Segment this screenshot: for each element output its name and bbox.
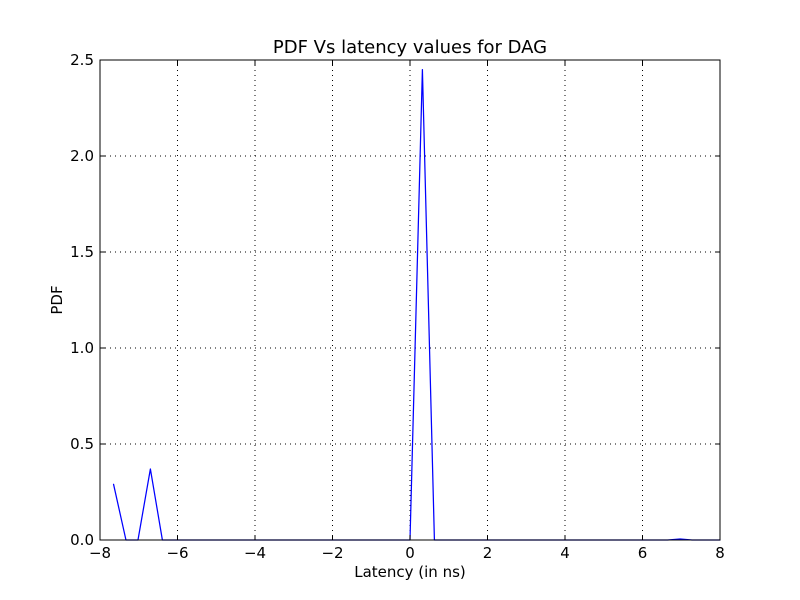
x-tick-labels: −8 −6 −4 −2 0 2 4 6 8 [89, 544, 725, 562]
x-tick-label: −8 [89, 544, 111, 562]
y-tick-label: 0.0 [70, 531, 94, 549]
grid [100, 60, 720, 540]
x-tick-label: 4 [560, 544, 570, 562]
y-tick-labels: 0.0 0.5 1.0 1.5 2.0 2.5 [70, 51, 94, 549]
series-layer [112, 68, 721, 541]
ticks [99, 59, 721, 541]
y-tick-label: 2.5 [70, 51, 94, 69]
y-axis-label: PDF [48, 285, 66, 314]
y-tick-label: 1.0 [70, 339, 94, 357]
x-tick-label: −2 [321, 544, 343, 562]
x-axis-label: Latency (in ns) [354, 563, 466, 581]
x-tick-label: 8 [715, 544, 725, 562]
chart-title: PDF Vs latency values for DAG [273, 37, 547, 58]
y-tick-label: 0.5 [70, 435, 94, 453]
y-tick-label: 2.0 [70, 147, 94, 165]
x-tick-label: −6 [166, 544, 188, 562]
x-tick-label: 6 [638, 544, 648, 562]
x-tick-label: 2 [483, 544, 493, 562]
x-tick-label: −4 [244, 544, 266, 562]
y-tick-label: 1.5 [70, 243, 94, 261]
series-line-0 [112, 68, 721, 541]
x-tick-label: 0 [405, 544, 415, 562]
